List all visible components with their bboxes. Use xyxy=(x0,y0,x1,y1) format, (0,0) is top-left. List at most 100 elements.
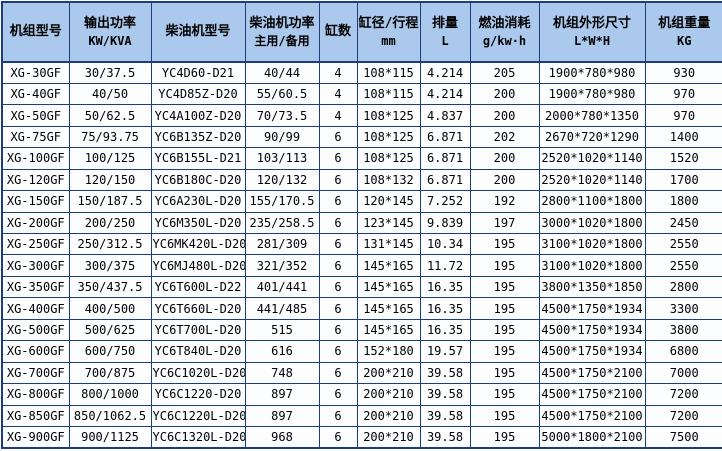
table-cell: 235/258.5 xyxy=(244,211,320,235)
table-cell: 400/500 xyxy=(68,297,152,320)
table-cell: 600/750 xyxy=(68,340,152,363)
table-cell: 200 xyxy=(469,82,540,106)
table-cell: 2450 xyxy=(644,211,722,235)
header-label: 缸径/行程 xyxy=(358,16,419,32)
table-cell: 145*165 xyxy=(356,275,421,299)
table-cell: 205 xyxy=(469,61,540,84)
table-cell: 1900*780*980 xyxy=(538,82,646,106)
table-cell: 7500 xyxy=(644,425,722,449)
table-cell: 970 xyxy=(644,104,722,127)
table-cell: 5000*1800*2100 xyxy=(538,425,646,449)
table-cell: 401/441 xyxy=(244,275,320,299)
table-cell: 16.35 xyxy=(419,318,471,342)
table-cell: 3300 xyxy=(644,297,722,320)
table-cell: 2550 xyxy=(644,232,722,256)
header-unit: 主用/备用 xyxy=(254,33,310,48)
header-unit: L*W*H xyxy=(573,33,611,48)
table-header-cell: 柴油机型号 xyxy=(150,1,246,63)
table-cell: 4500*1750*1934 xyxy=(538,340,646,363)
table-cell: 6.871 xyxy=(419,168,471,192)
table-cell: 100/125 xyxy=(68,147,152,170)
table-cell: 195 xyxy=(469,254,540,277)
header-label: 柴油机功率 xyxy=(249,16,315,32)
table-cell: 850/1062.5 xyxy=(68,404,152,427)
table-cell: XG-700GF xyxy=(1,361,70,385)
table-cell: XG-30GF xyxy=(1,61,70,84)
table-row: XG-120GF 120/150 YC6B180C-D20 120/132 6 108*1… xyxy=(1,168,722,192)
table-cell: 145*165 xyxy=(356,297,421,320)
table-row: XG-200GF 200/250 YC6M350L-D20 235/258.5 6 123… xyxy=(1,211,722,235)
table-cell: YC6C1320L-D20 xyxy=(150,425,246,449)
table-cell: 131*145 xyxy=(356,232,421,256)
table-cell: XG-250GF xyxy=(1,232,70,256)
table-cell: YC6T600L-D22 xyxy=(150,275,246,299)
header-label: 机组重量 xyxy=(658,16,711,32)
table-cell: YC6MJ480L-D20 xyxy=(150,254,246,277)
table-cell: 123*145 xyxy=(356,211,421,235)
table-cell: 145*165 xyxy=(356,254,421,277)
table-row: XG-50GF 50/62.5 YC4A100Z-D20 70/73.5 4 108*12… xyxy=(1,104,722,127)
table-cell: 500/625 xyxy=(68,318,152,342)
table-cell: 6 xyxy=(318,361,358,385)
table-cell: XG-350GF xyxy=(1,275,70,299)
table-cell: 200*210 xyxy=(356,404,421,427)
table-row: XG-700GF 700/875 YC6C1020L-D20 748 6 200*210 3… xyxy=(1,361,722,385)
table-cell: 6 xyxy=(318,340,358,363)
table-cell: 6 xyxy=(318,232,358,256)
table-cell: XG-400GF xyxy=(1,297,70,320)
table-cell: 108*125 xyxy=(356,147,421,170)
table-cell: 120/132 xyxy=(244,168,320,192)
table-cell: 4500*1750*2100 xyxy=(538,404,646,427)
table-cell: 897 xyxy=(244,404,320,427)
table-cell: 195 xyxy=(469,383,540,406)
table-cell: YC6MK420L-D20 xyxy=(150,232,246,256)
table-cell: 39.58 xyxy=(419,383,471,406)
table-cell: 10.34 xyxy=(419,232,471,256)
table-cell: 9.839 xyxy=(419,211,471,235)
table-cell: 145*165 xyxy=(356,318,421,342)
table-cell: 6.871 xyxy=(419,147,471,170)
header-label: 机组型号 xyxy=(9,24,62,40)
table-cell: 39.58 xyxy=(419,425,471,449)
header-label: 输出功率 xyxy=(83,16,136,32)
table-row: XG-75GF 75/93.75 YC6B135Z-D20 90/99 6 108*125… xyxy=(1,125,722,149)
table-row: XG-300GF 300/375 YC6MJ480L-D20 321/352 6 145*… xyxy=(1,254,722,277)
table-cell: XG-850GF xyxy=(1,404,70,427)
table-cell: XG-900GF xyxy=(1,425,70,449)
table-header-cell: 机组外形尺寸 L*W*H xyxy=(538,1,646,63)
table-row: XG-900GF 900/1125 YC6C1320L-D20 968 6 200*210… xyxy=(1,425,722,449)
table-cell: 19.57 xyxy=(419,340,471,363)
table-cell: XG-150GF xyxy=(1,190,70,213)
table-cell: 39.58 xyxy=(419,404,471,427)
table-cell: 75/93.75 xyxy=(68,125,152,149)
table-cell: 200 xyxy=(469,147,540,170)
table-cell: 1900*780*980 xyxy=(538,61,646,84)
header-label: 缸数 xyxy=(324,24,351,40)
table-cell: 300/375 xyxy=(68,254,152,277)
table-cell: 192 xyxy=(469,190,540,213)
table-cell: 2670*720*1290 xyxy=(538,125,646,149)
table-cell: YC6C1220-D20 xyxy=(150,383,246,406)
table-cell: 195 xyxy=(469,232,540,256)
table-cell: 200*210 xyxy=(356,425,421,449)
table-cell: 4500*1750*2100 xyxy=(538,383,646,406)
table-cell: 515 xyxy=(244,318,320,342)
table-cell: 6 xyxy=(318,425,358,449)
table-cell: XG-75GF xyxy=(1,125,70,149)
table-cell: YC6T700L-D20 xyxy=(150,318,246,342)
table-cell: 6 xyxy=(318,404,358,427)
table-cell: 2800 xyxy=(644,275,722,299)
table-body: XG-30GF 30/37.5 YC4D60-D21 40/44 4 108*115 4.2… xyxy=(1,61,722,449)
table-cell: XG-200GF xyxy=(1,211,70,235)
table-row: XG-400GF 400/500 YC6T660L-D20 441/485 6 145*1… xyxy=(1,297,722,320)
table-cell: 1700 xyxy=(644,168,722,192)
table-cell: 281/309 xyxy=(244,232,320,256)
table-cell: 90/99 xyxy=(244,125,320,149)
header-unit: KW/KVA xyxy=(88,33,132,48)
table-cell: 2550 xyxy=(644,254,722,277)
header-unit: L xyxy=(441,33,449,48)
table-cell: 11.72 xyxy=(419,254,471,277)
table-cell: 7000 xyxy=(644,361,722,385)
